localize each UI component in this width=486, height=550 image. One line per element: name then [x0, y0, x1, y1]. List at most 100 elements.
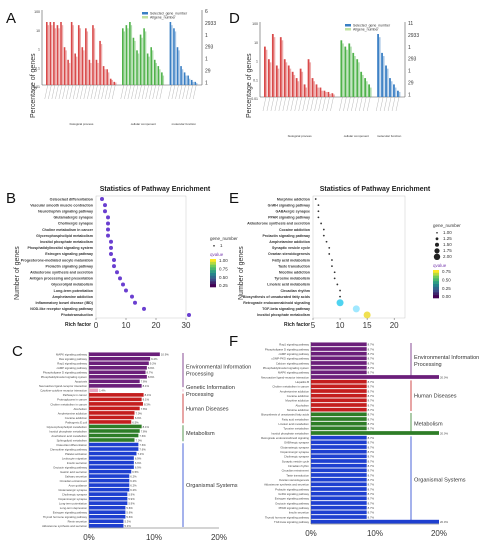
kegg-C-category-label: Neuroactive ligand-receptor interaction — [39, 384, 87, 388]
kegg-F-category-label: Fatty acid metabolism — [282, 417, 310, 421]
enrich-B-category-label: Glycerophospholipid metabolism — [36, 234, 93, 238]
go-tick-label — [44, 84, 48, 100]
kegg-F-value-label: 8.7% — [368, 469, 375, 473]
kegg-C-value-label: 6.5% — [132, 470, 139, 474]
go-bar-selected — [267, 59, 270, 97]
kegg-C-bar — [89, 438, 135, 442]
enrich-E-point — [328, 246, 331, 249]
kegg-C-category-label: Phospholipase D signaling pathway — [43, 371, 88, 375]
enrich-E-legend-size-label: 1.25 — [443, 236, 452, 241]
enrich-E-legend-size-label: 1.00 — [443, 230, 452, 235]
go-tick-label — [339, 96, 343, 112]
kegg-F-bar — [311, 426, 367, 431]
enrich-B-category-label: Inflammatory bowel disease (IBD) — [35, 301, 93, 305]
enrich-B-category-label: Antigen processing and presentation — [30, 277, 94, 281]
go-tick-label — [134, 84, 139, 100]
enrich-E-legend-color-step — [433, 292, 439, 296]
kegg-C-category-label: Ras signaling pathway — [59, 357, 88, 361]
enrich-B-category-label: Progesterone-mediated oocyte maturation — [21, 258, 93, 262]
kegg-F-value-label: 8.7% — [368, 478, 375, 482]
enrich-E-point — [331, 265, 333, 268]
kegg-F-category-label: Inositol phosphate metabolism — [271, 431, 309, 435]
kegg-F-category-label: Ovarian steroidogenesis — [279, 478, 310, 482]
kegg-C-bar — [89, 352, 160, 357]
kegg-C-value-label: 5.3% — [124, 524, 131, 528]
go-tick-label — [159, 84, 163, 100]
go-bar-selected — [150, 47, 152, 85]
enrich-B-point — [118, 276, 122, 281]
kegg-F-category-label: MAPK signaling pathway — [278, 371, 310, 375]
go-D-right-tick: 1 — [408, 92, 411, 98]
go-bar-all — [370, 87, 372, 97]
enrich-E-point — [352, 305, 360, 313]
kegg-C-xtick-label: 20% — [211, 533, 227, 542]
kegg-C-bar — [89, 474, 130, 478]
go-bar-selected — [331, 93, 334, 97]
kegg-C-bar — [89, 356, 151, 361]
kegg-C-bar — [89, 505, 126, 510]
kegg-C-category-label: Renin secretion — [68, 520, 88, 524]
go-bar-all — [178, 50, 180, 85]
enrich-B-point — [100, 197, 104, 202]
kegg-F-value-label: 8.7% — [368, 417, 375, 421]
enrich-B-point — [121, 282, 125, 287]
go-bar-all — [289, 68, 292, 97]
kegg-F-value-label: 8.7% — [368, 487, 375, 491]
go-D-right-tick: 293 — [408, 57, 417, 63]
go-A-legend-swatch-selected — [142, 12, 148, 15]
kegg-C-group-label: Processing — [186, 392, 214, 398]
enrich-E-legend-color-label: 0.25 — [442, 286, 451, 291]
enrich-E-point — [339, 295, 341, 298]
go-bar-all — [305, 87, 308, 97]
go-bar-selected — [319, 87, 322, 97]
go-bar-selected — [180, 66, 182, 85]
kegg-F-bar — [311, 487, 367, 491]
go-tick-label — [387, 96, 392, 112]
go-tick-label — [145, 84, 149, 100]
kegg-C-bar — [89, 496, 128, 501]
enrich-E-frame — [312, 195, 406, 319]
kegg-C-category-label: Glycerophospholipid metabolism — [47, 425, 88, 429]
kegg-C-bar — [89, 402, 143, 406]
go-tick-label — [302, 96, 306, 112]
kegg-F-value-label: 8.7% — [368, 445, 375, 449]
go-bar-all — [174, 31, 177, 85]
kegg-C-bar — [89, 433, 139, 438]
go-tick-label — [395, 96, 400, 112]
kegg-C-category-label: Glutamatergic synapse — [58, 488, 87, 492]
go-bar-all — [329, 93, 331, 97]
enrich-E-legend-size-dot — [436, 232, 438, 234]
go-bar-selected — [70, 22, 73, 85]
enrich-E-point — [322, 228, 325, 231]
panel-letter-a: A — [6, 10, 17, 27]
kegg-C-bar — [89, 397, 142, 402]
go-bar-all — [155, 62, 157, 85]
enrich-E-category-label: Prolactin signaling pathway — [262, 234, 310, 238]
kegg-C-category-label: Cholinergic synapse — [62, 493, 88, 497]
kegg-F-value-label: 8.7% — [368, 450, 375, 454]
kegg-F-bar — [311, 398, 367, 403]
go-bar-selected — [136, 50, 138, 85]
go-bar-selected — [360, 71, 363, 97]
go-group-label: cellular component — [131, 122, 156, 126]
kegg-F-group-label: Processing — [414, 362, 442, 368]
enrich-E-point — [314, 198, 317, 200]
kegg-C-category-label: Rap1 signaling pathway — [57, 362, 87, 366]
enrich-E-category-label: Retrograde endocannabinoid signaling — [243, 301, 310, 305]
go-bar-all — [79, 28, 81, 85]
enrich-E-legend-size-dot — [433, 253, 441, 260]
enrich-E-legend-color-title: qvalue — [433, 263, 447, 268]
go-bar-all — [171, 25, 173, 85]
go-bar-selected — [183, 72, 186, 85]
enrich-B-legend-size-dot — [213, 245, 215, 247]
kegg-F-bar — [311, 403, 367, 407]
go-bar-all — [58, 28, 60, 85]
enrich-E-point — [317, 216, 320, 219]
kegg-F-category-label: Biosynthesis of unsaturated fatty acids — [261, 413, 309, 417]
go-bar-selected — [49, 22, 52, 85]
kegg-F-value-label: 8.7% — [368, 347, 375, 351]
kegg-C-bar — [89, 370, 146, 375]
go-tick-label — [62, 84, 66, 100]
kegg-C-bar — [89, 424, 142, 429]
go-bar-selected — [311, 78, 314, 97]
